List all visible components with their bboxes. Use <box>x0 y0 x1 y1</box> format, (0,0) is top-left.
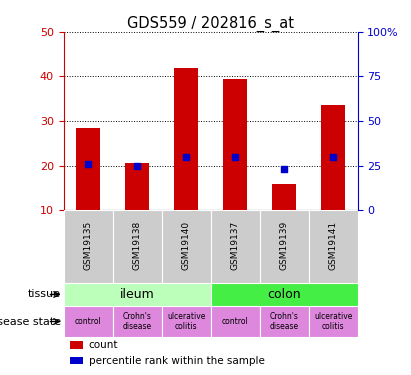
Bar <box>211 306 260 337</box>
Bar <box>309 210 358 283</box>
Text: control: control <box>222 317 249 326</box>
Bar <box>76 128 100 210</box>
Bar <box>272 183 296 210</box>
Bar <box>64 210 113 283</box>
Point <box>85 161 92 167</box>
Text: ulcerative
colitis: ulcerative colitis <box>167 312 206 331</box>
Bar <box>260 306 309 337</box>
Bar <box>162 306 211 337</box>
Text: ulcerative
colitis: ulcerative colitis <box>314 312 352 331</box>
Point <box>330 154 336 160</box>
Text: percentile rank within the sample: percentile rank within the sample <box>89 356 265 366</box>
Text: disease state: disease state <box>0 316 61 327</box>
Text: GSM19140: GSM19140 <box>182 220 191 270</box>
Bar <box>64 283 210 306</box>
Text: colon: colon <box>267 288 301 301</box>
Point <box>281 166 287 172</box>
Bar <box>211 283 358 306</box>
Text: control: control <box>75 317 102 326</box>
Bar <box>211 210 260 283</box>
Point <box>134 163 141 169</box>
Bar <box>223 79 247 210</box>
Title: GDS559 / 202816_s_at: GDS559 / 202816_s_at <box>127 16 294 32</box>
Text: Crohn's
disease: Crohn's disease <box>122 312 152 331</box>
Text: GSM19141: GSM19141 <box>328 220 337 270</box>
Text: GSM19139: GSM19139 <box>279 220 289 270</box>
Bar <box>321 105 345 210</box>
Text: GSM19138: GSM19138 <box>133 220 142 270</box>
Bar <box>162 210 211 283</box>
Bar <box>113 306 162 337</box>
Bar <box>64 306 113 337</box>
Bar <box>69 357 83 364</box>
Text: Crohn's
disease: Crohn's disease <box>270 312 299 331</box>
Bar <box>113 210 162 283</box>
Text: GSM19137: GSM19137 <box>231 220 240 270</box>
Point <box>232 154 238 160</box>
Text: GSM19135: GSM19135 <box>84 220 93 270</box>
Bar <box>125 164 150 210</box>
Bar <box>174 68 199 210</box>
Bar <box>260 210 309 283</box>
Bar <box>309 306 358 337</box>
Text: tissue: tissue <box>28 290 61 300</box>
Point <box>183 154 189 160</box>
Text: ileum: ileum <box>120 288 155 301</box>
Bar <box>69 341 83 349</box>
Text: count: count <box>89 340 118 350</box>
